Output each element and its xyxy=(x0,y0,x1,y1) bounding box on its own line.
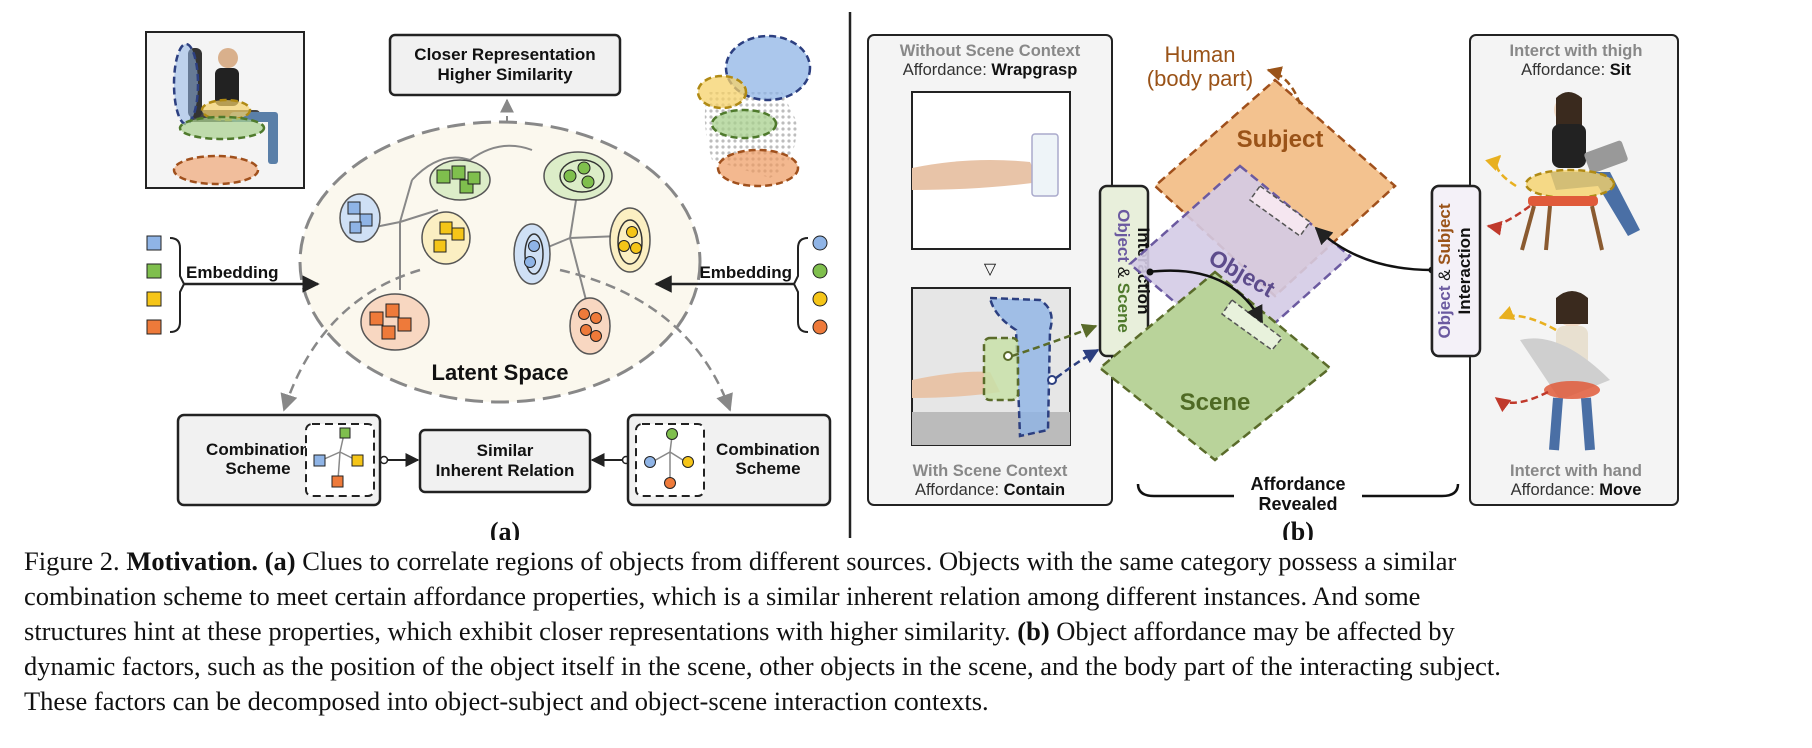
similar-relation-box: Similar Inherent Relation xyxy=(418,428,592,494)
thigh-yellow-arrow xyxy=(1485,154,1517,188)
cluster-yellow-left xyxy=(421,211,471,265)
revealed-brace xyxy=(1136,483,1460,498)
caption-line-3: structures hint at these properties, whi… xyxy=(24,616,1455,646)
arc-left xyxy=(280,268,421,412)
figure-canvas: Closer Representation Higher Similarity … xyxy=(145,12,1679,540)
combination-left-line2: Scheme xyxy=(225,459,290,478)
caption-line-1: Figure 2. Motivation. (a) Clues to corre… xyxy=(24,546,1457,576)
combination-right-line1: Combination xyxy=(716,440,820,459)
hand-yellow-arrow xyxy=(1498,306,1557,332)
point-cloud-icon xyxy=(696,34,812,188)
legend-squares xyxy=(146,235,186,335)
down-triangle-icon: ▽ xyxy=(984,261,997,278)
hand-affordance: Affordance: Move xyxy=(1511,481,1642,499)
cluster-green-right xyxy=(543,151,613,201)
thigh-affordance: Affordance: Sit xyxy=(1521,61,1631,79)
cluster-yellow-right xyxy=(609,207,651,273)
glass-photo-icon xyxy=(911,91,1071,250)
arc-right xyxy=(559,268,733,412)
combination-box-right: Combination Scheme xyxy=(626,413,832,507)
cluster-blue-left xyxy=(339,193,381,243)
caption-line-4: dynamic factors, such as the position of… xyxy=(24,651,1501,681)
human-arrow xyxy=(1266,66,1302,105)
person-chair-icon xyxy=(1520,291,1610,451)
similar-line1: Similar xyxy=(477,441,534,460)
embedding-left-label: Embedding xyxy=(186,263,279,282)
scene-object-arrow xyxy=(1147,269,1264,324)
svg-text:Object & Subject: Object & Subject xyxy=(1435,203,1454,338)
figure-caption: Figure 2. Motivation. (a) Clues to corre… xyxy=(24,544,1790,719)
cluster-green-left xyxy=(429,159,491,201)
human-label-line2: (body part) xyxy=(1147,66,1253,91)
combination-box-left: Combination Scheme xyxy=(176,413,382,507)
thigh-red-arrow xyxy=(1486,204,1531,236)
hand-red-arrow xyxy=(1494,390,1549,413)
panel-a-label: (a) xyxy=(490,517,520,540)
without-title: Without Scene Context xyxy=(900,42,1081,60)
with-title: With Scene Context xyxy=(913,462,1068,480)
without-affordance: Affordance: Wrapgrasp xyxy=(903,61,1078,79)
person-sitting-icon xyxy=(1520,92,1640,251)
scene-diamond: Scene xyxy=(1098,270,1332,462)
closer-representation-box: Closer Representation Higher Similarity xyxy=(388,33,622,97)
combination-left-line1: Combination xyxy=(206,440,310,459)
cluster-orange-left xyxy=(360,293,430,351)
latent-tree-right xyxy=(469,144,621,301)
revealed-line1: Affordance xyxy=(1250,474,1345,494)
hand-title: Interct with hand xyxy=(1510,462,1642,480)
overlap-markers xyxy=(1220,184,1312,352)
latent-space-label: Latent Space xyxy=(432,360,569,385)
revealed-line2: Revealed xyxy=(1258,494,1337,514)
kettle-photo-icon xyxy=(911,287,1071,446)
caption-line-5: These factors can be decomposed into obj… xyxy=(24,686,989,716)
cluster-orange-right xyxy=(569,297,611,355)
green-dashed-arrow xyxy=(1011,323,1098,358)
legend-circles xyxy=(792,235,828,335)
scene-label: Scene xyxy=(1180,389,1251,416)
caption-line-2: combination scheme to meet certain affor… xyxy=(24,581,1421,611)
combination-right-line2: Scheme xyxy=(735,459,800,478)
panel-a: Closer Representation Higher Similarity … xyxy=(145,31,832,540)
chair-photo-icon xyxy=(145,31,305,189)
subject-label: Subject xyxy=(1237,126,1324,153)
thigh-title: Interct with thigh xyxy=(1510,42,1643,60)
human-label-line1: Human xyxy=(1165,42,1236,67)
similar-line2: Inherent Relation xyxy=(436,461,575,480)
subject-object-arrow xyxy=(1314,226,1433,272)
panel-b: Without Scene Context Affordance: Wrapgr… xyxy=(867,34,1679,540)
with-affordance: Affordance: Contain xyxy=(915,481,1065,499)
embedding-right-label: Embedding xyxy=(699,263,792,282)
svg-text:Object & Scene: Object & Scene xyxy=(1114,209,1133,333)
top-box-line1: Closer Representation xyxy=(414,45,595,64)
blue-dashed-arrow xyxy=(1055,348,1100,380)
top-box-line2: Higher Similarity xyxy=(437,65,573,84)
cluster-blue-right xyxy=(513,223,551,285)
svg-text:Interaction: Interaction xyxy=(1455,228,1474,315)
panel-b-label: (b) xyxy=(1282,517,1314,540)
